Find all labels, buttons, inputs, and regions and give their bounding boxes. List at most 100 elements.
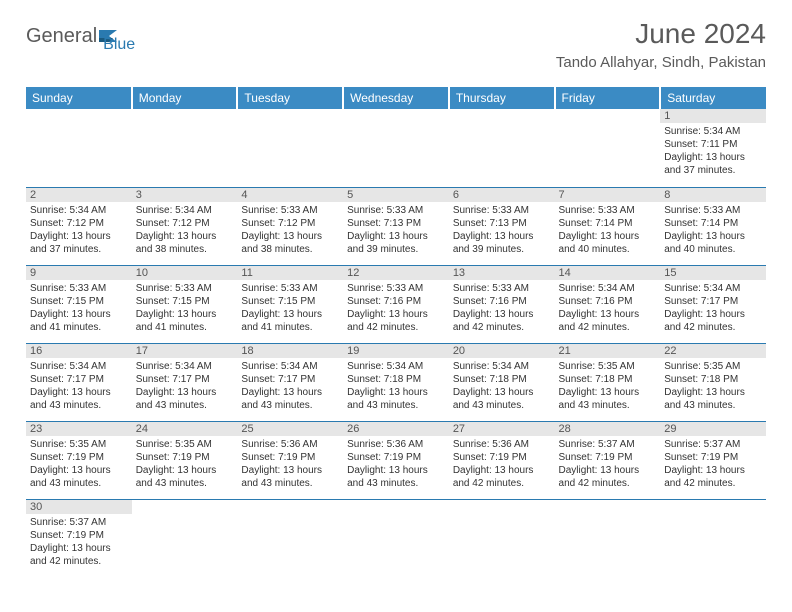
sunset-line: Sunset: 7:13 PM [347, 217, 445, 230]
weekday-header: Tuesday [237, 87, 343, 109]
calendar-cell: 25Sunrise: 5:36 AMSunset: 7:19 PMDayligh… [237, 421, 343, 499]
calendar-cell [449, 499, 555, 577]
calendar-cell: 6Sunrise: 5:33 AMSunset: 7:13 PMDaylight… [449, 187, 555, 265]
daylight-line: Daylight: 13 hours and 42 minutes. [664, 464, 762, 490]
weekday-header: Thursday [449, 87, 555, 109]
daylight-line: Daylight: 13 hours and 37 minutes. [30, 230, 128, 256]
day-number: 23 [26, 422, 132, 436]
calendar-row: 2Sunrise: 5:34 AMSunset: 7:12 PMDaylight… [26, 187, 766, 265]
calendar-cell [343, 109, 449, 187]
calendar-cell: 24Sunrise: 5:35 AMSunset: 7:19 PMDayligh… [132, 421, 238, 499]
weekday-row: Sunday Monday Tuesday Wednesday Thursday… [26, 87, 766, 109]
daylight-line: Daylight: 13 hours and 38 minutes. [241, 230, 339, 256]
calendar-cell: 21Sunrise: 5:35 AMSunset: 7:18 PMDayligh… [555, 343, 661, 421]
daylight-line: Daylight: 13 hours and 37 minutes. [664, 151, 762, 177]
calendar-cell: 2 Sunrise: 5:34 AMSunset: 7:12 PMDaylight… [26, 187, 132, 265]
brand-logo: General Blue [26, 18, 135, 54]
calendar-cell [449, 109, 555, 187]
sunrise-line: Sunrise: 5:34 AM [30, 204, 128, 217]
day-number: 19 [343, 344, 449, 358]
sunrise-line: Sunrise: 5:33 AM [136, 282, 234, 295]
sunset-line: Sunset: 7:12 PM [30, 217, 128, 230]
brand-part2: Blue [103, 36, 135, 54]
sunset-line: Sunset: 7:17 PM [136, 373, 234, 386]
calendar-cell: 10Sunrise: 5:33 AMSunset: 7:15 PMDayligh… [132, 265, 238, 343]
sunset-line: Sunset: 7:18 PM [347, 373, 445, 386]
calendar-cell: 13Sunrise: 5:33 AMSunset: 7:16 PMDayligh… [449, 265, 555, 343]
brand-part1: General [26, 25, 97, 48]
calendar-cell: 27Sunrise: 5:36 AMSunset: 7:19 PMDayligh… [449, 421, 555, 499]
day-number: 15 [660, 266, 766, 280]
sunset-line: Sunset: 7:17 PM [241, 373, 339, 386]
day-number: 6 [449, 188, 555, 202]
sunrise-line: Sunrise: 5:33 AM [347, 282, 445, 295]
day-number: 7 [555, 188, 661, 202]
day-number: 2 [26, 188, 132, 202]
calendar-cell [237, 109, 343, 187]
daylight-line: Daylight: 13 hours and 42 minutes. [664, 308, 762, 334]
day-number: 22 [660, 344, 766, 358]
daylight-line: Daylight: 13 hours and 41 minutes. [241, 308, 339, 334]
daylight-line: Daylight: 13 hours and 43 minutes. [347, 386, 445, 412]
daylight-line: Daylight: 13 hours and 42 minutes. [30, 542, 128, 568]
daylight-line: Daylight: 13 hours and 42 minutes. [559, 464, 657, 490]
daylight-line: Daylight: 13 hours and 40 minutes. [559, 230, 657, 256]
calendar-cell: 8Sunrise: 5:33 AMSunset: 7:14 PMDaylight… [660, 187, 766, 265]
sunrise-line: Sunrise: 5:35 AM [30, 438, 128, 451]
daylight-line: Daylight: 13 hours and 43 minutes. [30, 464, 128, 490]
calendar-cell: 7 Sunrise: 5:33 AMSunset: 7:14 PMDaylight… [555, 187, 661, 265]
calendar-cell: 16Sunrise: 5:34 AMSunset: 7:17 PMDayligh… [26, 343, 132, 421]
daylight-line: Daylight: 13 hours and 42 minutes. [347, 308, 445, 334]
weekday-header: Monday [132, 87, 238, 109]
day-number: 4 [237, 188, 343, 202]
calendar-cell [26, 109, 132, 187]
sunrise-line: Sunrise: 5:34 AM [136, 360, 234, 373]
sunrise-line: Sunrise: 5:36 AM [453, 438, 551, 451]
calendar-cell: 5Sunrise: 5:33 AMSunset: 7:13 PMDaylight… [343, 187, 449, 265]
sunset-line: Sunset: 7:11 PM [664, 138, 762, 151]
sunset-line: Sunset: 7:14 PM [664, 217, 762, 230]
weekday-header: Sunday [26, 87, 132, 109]
sunset-line: Sunset: 7:19 PM [30, 451, 128, 464]
sunset-line: Sunset: 7:12 PM [241, 217, 339, 230]
sunset-line: Sunset: 7:15 PM [30, 295, 128, 308]
daylight-line: Daylight: 13 hours and 43 minutes. [241, 386, 339, 412]
calendar-cell [555, 499, 661, 577]
sunrise-line: Sunrise: 5:33 AM [664, 204, 762, 217]
daylight-line: Daylight: 13 hours and 43 minutes. [664, 386, 762, 412]
sunrise-line: Sunrise: 5:34 AM [347, 360, 445, 373]
day-number: 26 [343, 422, 449, 436]
day-number: 13 [449, 266, 555, 280]
sunrise-line: Sunrise: 5:33 AM [241, 204, 339, 217]
sunset-line: Sunset: 7:16 PM [347, 295, 445, 308]
sunset-line: Sunset: 7:13 PM [453, 217, 551, 230]
calendar-cell: 22Sunrise: 5:35 AMSunset: 7:18 PMDayligh… [660, 343, 766, 421]
sunrise-line: Sunrise: 5:33 AM [347, 204, 445, 217]
day-number: 5 [343, 188, 449, 202]
day-number: 3 [132, 188, 238, 202]
title-block: June 2024 Tando Allahyar, Sindh, Pakista… [556, 18, 766, 71]
sunrise-line: Sunrise: 5:37 AM [664, 438, 762, 451]
calendar-body: 1Sunrise: 5:34 AMSunset: 7:11 PMDaylight… [26, 109, 766, 577]
header: General Blue June 2024 Tando Allahyar, S… [0, 0, 792, 79]
daylight-line: Daylight: 13 hours and 43 minutes. [241, 464, 339, 490]
day-number: 12 [343, 266, 449, 280]
daylight-line: Daylight: 13 hours and 43 minutes. [453, 386, 551, 412]
day-number: 18 [237, 344, 343, 358]
day-number: 1 [660, 109, 766, 123]
sunrise-line: Sunrise: 5:33 AM [559, 204, 657, 217]
day-number: 16 [26, 344, 132, 358]
daylight-line: Daylight: 13 hours and 43 minutes. [136, 386, 234, 412]
day-number: 14 [555, 266, 661, 280]
sunrise-line: Sunrise: 5:34 AM [559, 282, 657, 295]
day-number: 30 [26, 500, 132, 514]
daylight-line: Daylight: 13 hours and 42 minutes. [453, 464, 551, 490]
sunrise-line: Sunrise: 5:36 AM [347, 438, 445, 451]
calendar-cell: 30Sunrise: 5:37 AMSunset: 7:19 PMDayligh… [26, 499, 132, 577]
daylight-line: Daylight: 13 hours and 42 minutes. [453, 308, 551, 334]
sunrise-line: Sunrise: 5:33 AM [30, 282, 128, 295]
day-number: 20 [449, 344, 555, 358]
weekday-header: Friday [555, 87, 661, 109]
day-number: 17 [132, 344, 238, 358]
sunset-line: Sunset: 7:14 PM [559, 217, 657, 230]
